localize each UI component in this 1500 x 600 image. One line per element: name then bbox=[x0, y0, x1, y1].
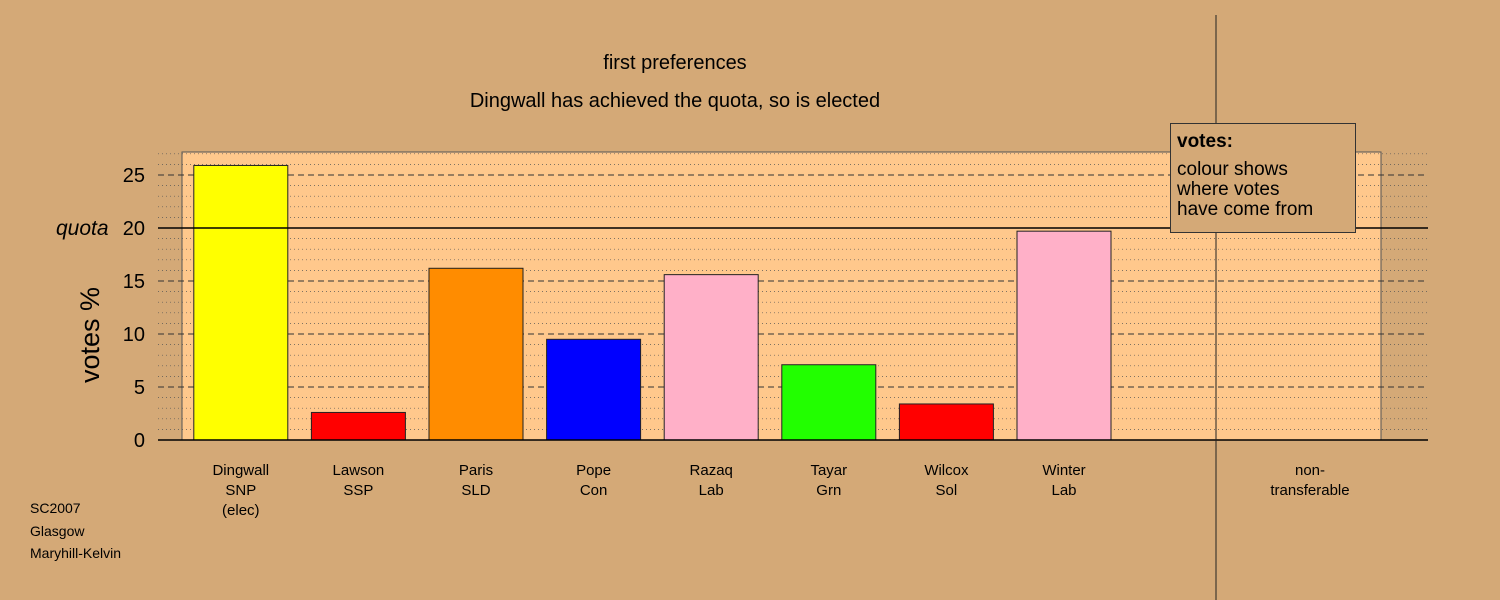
x-tick-label: SLD bbox=[461, 482, 490, 499]
x-tick-label: Sol bbox=[936, 482, 958, 499]
legend-title: votes: bbox=[1177, 131, 1233, 152]
x-tick-label: SNP bbox=[225, 482, 256, 499]
y-tick-label: 15 bbox=[123, 271, 145, 293]
x-tick-label: Dingwall bbox=[212, 462, 269, 479]
quota-label: quota bbox=[56, 217, 109, 240]
footnote-line: Glasgow bbox=[30, 523, 85, 539]
legend-line: have come from bbox=[1177, 199, 1314, 220]
bar bbox=[1016, 230, 1112, 441]
chart-subtitle: Dingwall has achieved the quota, so is e… bbox=[469, 90, 881, 112]
bar bbox=[898, 403, 994, 441]
x-tick-label: Paris bbox=[459, 462, 493, 479]
x-tick-label: Pope bbox=[576, 462, 611, 479]
y-axis-label: votes % bbox=[75, 287, 105, 383]
legend-line: where votes bbox=[1177, 179, 1280, 200]
x-tick-label: Lab bbox=[1051, 482, 1076, 499]
x-tick-label: Winter bbox=[1042, 462, 1085, 479]
bar bbox=[428, 267, 524, 441]
chart-title: first preferences bbox=[603, 52, 747, 74]
y-tick-label: 10 bbox=[123, 324, 145, 346]
legend-line: colour shows bbox=[1177, 159, 1288, 180]
x-tick-label: Con bbox=[580, 482, 608, 499]
footnote-line: Maryhill-Kelvin bbox=[30, 545, 122, 561]
x-tick-label: transferable bbox=[1270, 482, 1349, 499]
y-tick-label: 5 bbox=[134, 377, 145, 399]
footnote-line: SC2007 bbox=[30, 500, 81, 516]
x-tick-label: Wilcox bbox=[924, 462, 969, 479]
legend: votes: colour shows where votes have com… bbox=[1170, 123, 1356, 233]
x-tick-label: non- bbox=[1295, 462, 1325, 479]
x-tick-label: (elec) bbox=[222, 502, 260, 519]
x-tick-label: Tayar bbox=[810, 462, 847, 479]
x-tick-label: Grn bbox=[816, 482, 841, 499]
x-tick-label: Razaq bbox=[690, 462, 733, 479]
bar bbox=[193, 164, 289, 441]
bar bbox=[310, 411, 406, 441]
y-tick-label: 20 bbox=[123, 218, 145, 240]
y-tick-label: 0 bbox=[134, 430, 145, 452]
bar bbox=[546, 338, 642, 441]
x-tick-label: SSP bbox=[343, 482, 373, 499]
y-tick-label: 25 bbox=[123, 165, 145, 187]
bar bbox=[663, 274, 759, 441]
x-tick-label: Lawson bbox=[333, 462, 385, 479]
bar bbox=[781, 364, 877, 441]
x-tick-label: Lab bbox=[699, 482, 724, 499]
